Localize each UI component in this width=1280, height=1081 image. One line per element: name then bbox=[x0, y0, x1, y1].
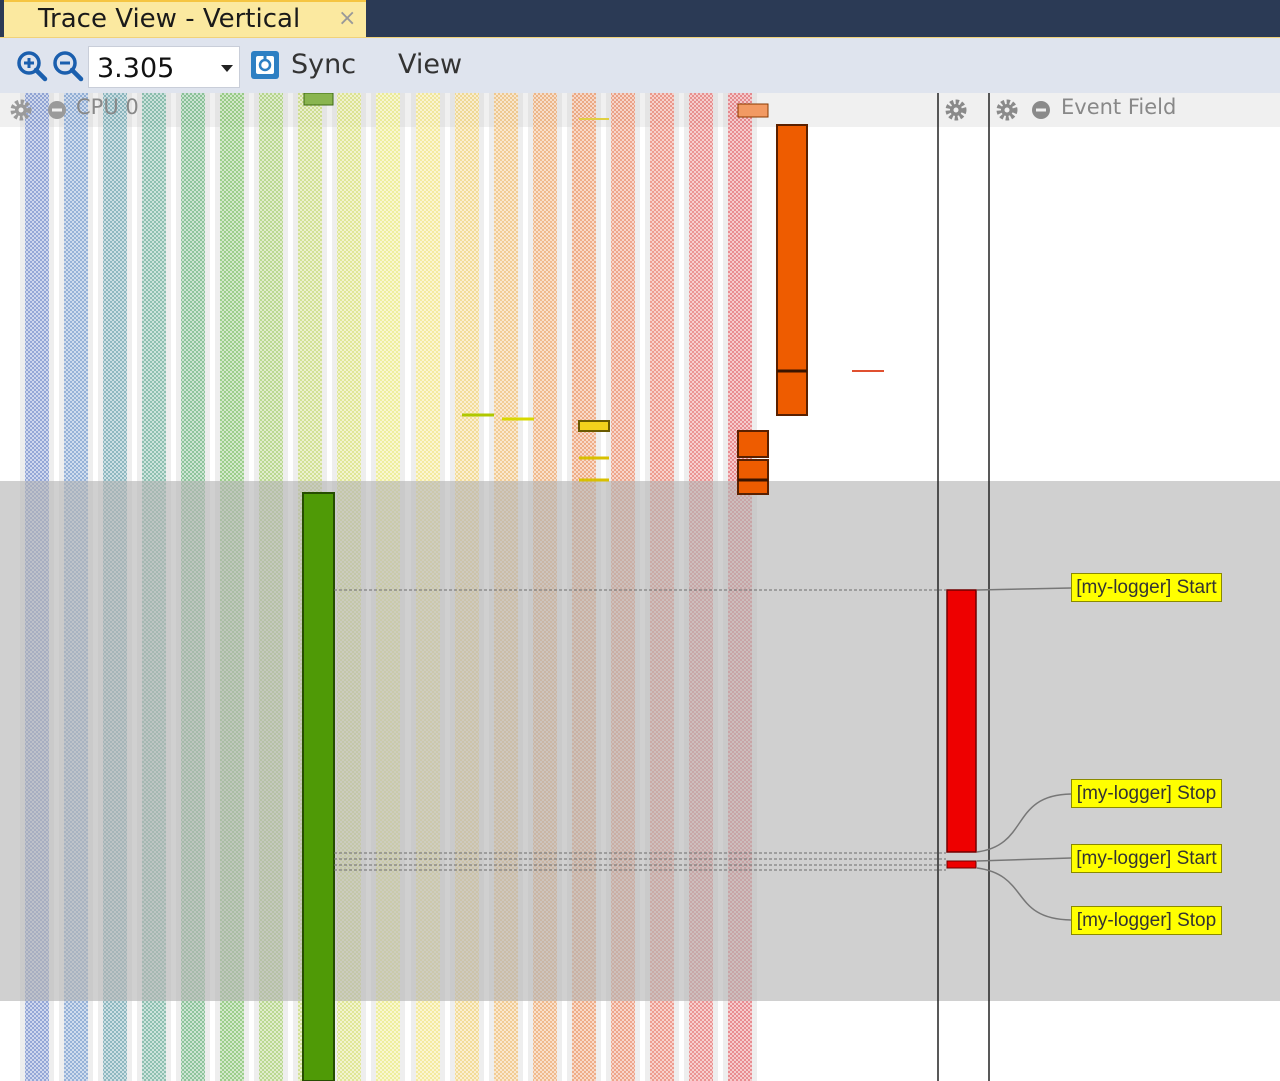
activity-block[interactable] bbox=[578, 420, 610, 432]
view-menu[interactable]: View bbox=[398, 49, 463, 80]
activity-block[interactable] bbox=[303, 93, 334, 106]
tab-title: Trace View - Vertical bbox=[38, 4, 301, 34]
zoom-in-icon[interactable] bbox=[16, 50, 48, 82]
event-interval-block[interactable] bbox=[946, 860, 977, 869]
cpu-track-header: CPU 0 bbox=[76, 95, 139, 119]
trace-graph[interactable] bbox=[0, 93, 1280, 1081]
activity-block[interactable] bbox=[302, 492, 335, 1081]
activity-block[interactable] bbox=[737, 103, 769, 118]
event-label-start[interactable]: [my-logger] Start bbox=[1071, 844, 1222, 873]
activity-block[interactable] bbox=[776, 124, 808, 416]
sync-label: Sync bbox=[291, 49, 357, 80]
zoom-out-icon[interactable] bbox=[52, 50, 84, 82]
zoom-level-combobox[interactable]: 3.305 bbox=[88, 46, 240, 88]
selection-range-highlight bbox=[0, 481, 1280, 1001]
close-icon[interactable]: × bbox=[338, 6, 357, 31]
columns-header-background bbox=[0, 93, 1280, 127]
gear-icon[interactable] bbox=[994, 97, 1020, 123]
title-bar: Trace View - Vertical × bbox=[0, 0, 1280, 37]
gear-icon[interactable] bbox=[943, 97, 969, 123]
event-connector bbox=[976, 587, 1072, 591]
event-label-stop[interactable]: [my-logger] Stop bbox=[1071, 779, 1222, 808]
activity-block[interactable] bbox=[737, 430, 769, 458]
event-connector bbox=[976, 857, 1072, 862]
event-field-header: Event Field bbox=[1061, 95, 1177, 119]
trace-canvas[interactable]: CPU 0 Event Field [my-logger] Start [my-… bbox=[0, 93, 1280, 1081]
zoom-level-value: 3.305 bbox=[97, 53, 175, 84]
activity-block[interactable] bbox=[737, 459, 769, 495]
gear-icon[interactable] bbox=[8, 97, 34, 123]
event-connector bbox=[976, 793, 1072, 853]
chevron-down-icon[interactable] bbox=[221, 65, 233, 72]
event-label-stop[interactable]: [my-logger] Stop bbox=[1071, 906, 1222, 935]
minus-circle-icon[interactable] bbox=[1028, 97, 1054, 123]
event-connector bbox=[976, 867, 1072, 921]
toolbar: 3.305 Sync View bbox=[0, 37, 1280, 93]
trace-view-tab[interactable]: Trace View - Vertical × bbox=[4, 0, 366, 37]
event-label-start[interactable]: [my-logger] Start bbox=[1071, 573, 1222, 602]
sync-icon bbox=[251, 51, 279, 79]
event-interval-block[interactable] bbox=[946, 589, 977, 853]
minus-circle-icon[interactable] bbox=[44, 97, 70, 123]
